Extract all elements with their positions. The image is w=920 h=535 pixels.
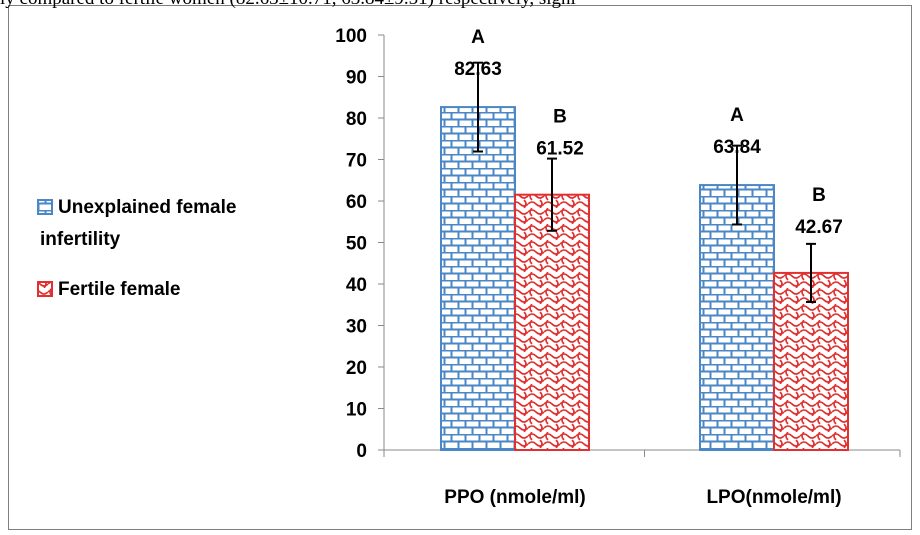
y-tick-label: 20 bbox=[346, 358, 367, 379]
legend-label: Unexplained female infertility bbox=[40, 197, 236, 250]
category-label: LPO(nmole/ml) bbox=[706, 487, 841, 508]
category-label: PPO (nmole/ml) bbox=[444, 487, 585, 508]
y-tick-label: 30 bbox=[346, 317, 367, 338]
data-label: 61.52 bbox=[536, 139, 584, 160]
significance-letter: A bbox=[730, 105, 744, 126]
legend-swatch bbox=[37, 281, 53, 297]
significance-letter: B bbox=[812, 185, 826, 206]
chart-frame bbox=[8, 5, 912, 530]
y-tick-label: 40 bbox=[346, 275, 367, 296]
significance-letter: B bbox=[553, 107, 567, 128]
data-label: 82.63 bbox=[454, 59, 502, 80]
legend-label: Fertile female bbox=[58, 279, 181, 300]
bar bbox=[514, 193, 590, 451]
y-tick-label: 60 bbox=[346, 192, 367, 213]
data-label: 42.67 bbox=[795, 217, 843, 238]
data-label: 63.84 bbox=[713, 137, 761, 158]
y-tick-label: 90 bbox=[346, 68, 367, 89]
y-tick-label: 70 bbox=[346, 151, 367, 172]
y-tick-label: 100 bbox=[335, 26, 367, 47]
bar bbox=[440, 106, 516, 451]
significance-letter: A bbox=[471, 27, 485, 48]
y-tick-label: 50 bbox=[346, 234, 367, 255]
legend-swatch bbox=[37, 199, 53, 215]
y-tick-label: 0 bbox=[356, 441, 367, 462]
caption-fragment: ly compared to fertile women (82.63±10.7… bbox=[0, 0, 576, 10]
y-tick-label: 10 bbox=[346, 400, 367, 421]
y-tick-label: 80 bbox=[346, 109, 367, 130]
